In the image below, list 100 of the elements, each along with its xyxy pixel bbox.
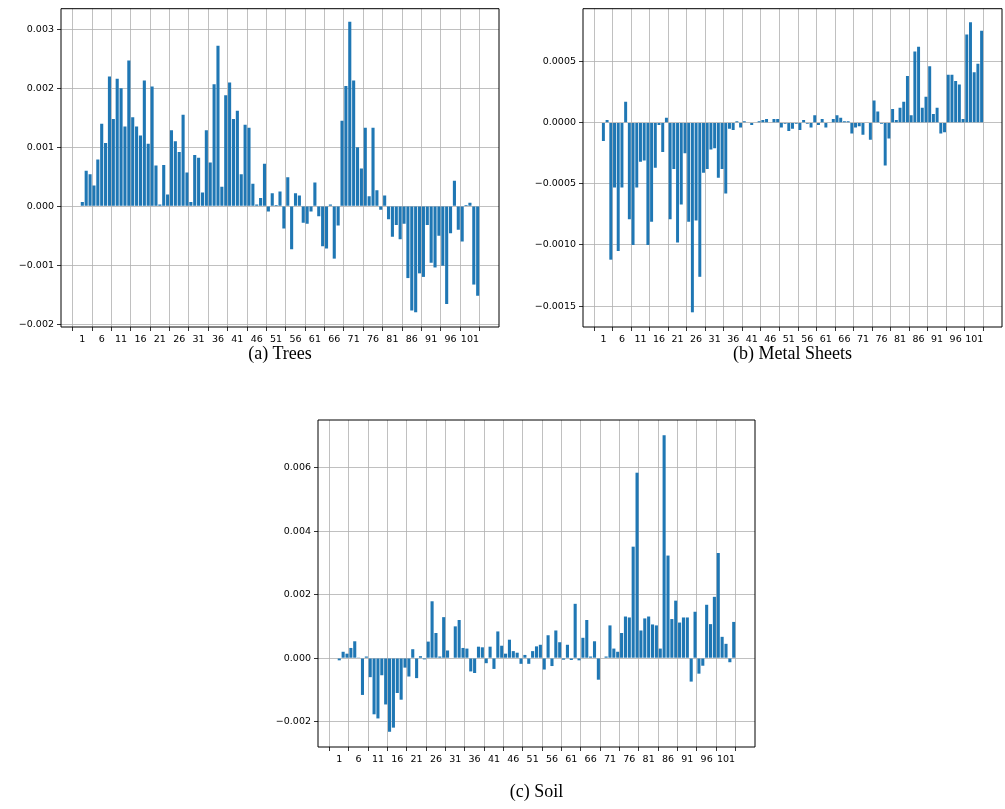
x-tick-label: 36	[468, 753, 481, 765]
bar	[476, 646, 481, 658]
bar	[917, 46, 921, 123]
x-tick-label: 26	[173, 333, 186, 345]
text: (b) Metal Sheets	[732, 343, 853, 363]
bar	[980, 30, 984, 123]
bar	[668, 122, 672, 220]
text: (a) Trees	[247, 343, 313, 363]
bar	[321, 206, 325, 247]
bar	[950, 74, 954, 123]
bar	[609, 122, 613, 260]
bar	[787, 122, 791, 132]
bar	[88, 174, 92, 206]
bar	[507, 639, 511, 658]
y-tick-label: −0.0005	[534, 177, 576, 189]
x-tick-label: 71	[603, 753, 617, 765]
bar	[739, 122, 743, 128]
bar	[216, 45, 220, 206]
bar	[383, 195, 387, 206]
x-tick-label: 41	[487, 753, 501, 765]
x-tick-label: 96	[444, 333, 457, 345]
x-tick-label: 61	[565, 753, 578, 765]
y-tick-label: 0.002	[26, 81, 54, 93]
x-tick-label: 21	[671, 333, 684, 345]
bar	[693, 611, 697, 658]
y-tick-label: −0.002	[18, 317, 54, 329]
bar	[813, 115, 817, 123]
x-tick-label: 16	[652, 333, 666, 345]
bar	[573, 603, 577, 658]
bar	[442, 617, 446, 658]
bar	[761, 120, 765, 123]
text: (c) Soil	[508, 781, 565, 801]
bar	[809, 122, 813, 128]
bar	[654, 625, 658, 658]
bar	[115, 78, 119, 206]
bar	[492, 658, 496, 669]
x-tick-label: 56	[801, 333, 814, 345]
x-tick-label: 6	[98, 333, 105, 345]
bar	[779, 122, 783, 128]
bar	[647, 616, 651, 658]
bar	[690, 122, 694, 313]
y-tick-label: −0.001	[18, 258, 54, 270]
bar	[731, 122, 735, 130]
x-tick-label: 16	[134, 333, 147, 345]
bar	[523, 654, 527, 658]
bar	[791, 122, 794, 129]
x-tick-label: 86	[405, 333, 418, 345]
x-tick-label: 1	[79, 333, 86, 345]
y-tick-label: 0.002	[283, 588, 311, 600]
y-tick-label: 0.000	[283, 651, 311, 663]
x-tick-label: 51	[782, 333, 795, 345]
bar	[407, 658, 411, 677]
bar	[716, 122, 720, 178]
bar	[243, 124, 247, 206]
bar	[798, 122, 802, 130]
bar	[824, 122, 828, 128]
bar	[592, 641, 597, 658]
x-tick-label: 76	[366, 333, 380, 345]
x-tick-label: 1	[600, 333, 607, 345]
bar	[496, 631, 500, 658]
bar	[430, 601, 434, 658]
bar	[162, 164, 166, 206]
bar	[371, 127, 375, 206]
bar	[363, 127, 367, 206]
bar	[546, 635, 550, 658]
bar	[399, 658, 403, 700]
x-tick-label: 66	[328, 333, 341, 345]
bar	[390, 206, 394, 237]
bar	[469, 658, 473, 672]
y-tick-label: 0.000	[26, 199, 54, 211]
x-tick-label: 71	[347, 333, 360, 345]
x-tick-label: 11	[371, 753, 384, 765]
x-tick-label: 41	[745, 333, 758, 345]
bar	[765, 118, 769, 123]
bar	[623, 616, 627, 658]
x-tick-label: 11	[115, 333, 128, 345]
bar	[150, 86, 154, 206]
x-tick-label: 56	[289, 333, 302, 345]
x-tick-label: 31	[449, 753, 462, 765]
x-tick-label: 101	[460, 333, 479, 345]
bar	[624, 101, 628, 123]
bar	[262, 163, 267, 206]
bar	[324, 206, 329, 249]
bar	[631, 122, 635, 245]
x-tick-label: 6	[618, 333, 625, 345]
bar	[839, 117, 843, 123]
x-tick-label: 66	[838, 333, 851, 345]
bar	[411, 649, 415, 658]
bar	[550, 658, 554, 667]
bar	[913, 51, 917, 123]
x-tick-label: 86	[912, 333, 925, 345]
bar	[928, 66, 932, 123]
y-tick-label: 0.004	[283, 524, 311, 536]
x-tick-label: 26	[429, 753, 442, 765]
bar	[883, 122, 887, 166]
bar	[305, 206, 309, 224]
bar	[872, 100, 876, 123]
bar	[820, 118, 824, 123]
bar	[732, 621, 736, 658]
bar	[193, 154, 197, 206]
